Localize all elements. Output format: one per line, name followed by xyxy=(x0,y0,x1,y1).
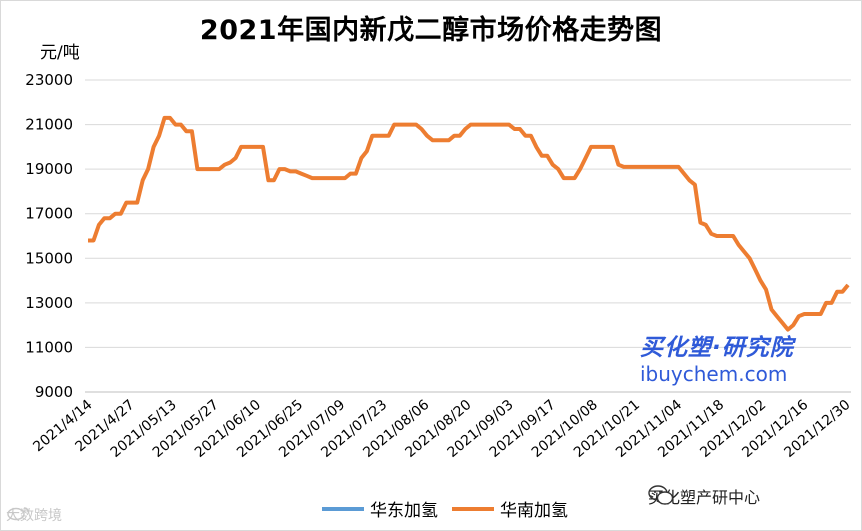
watermark-brand: 买化塑·研究院 xyxy=(640,335,794,361)
wechat-icon xyxy=(648,485,674,505)
weibo-source-label: 大数跨境 xyxy=(6,508,62,524)
legend-swatch-series-1 xyxy=(322,506,364,511)
chart-title: 2021年国内新戊二醇市场价格走势图 xyxy=(199,15,663,46)
wechat-source: 买化塑产研中心 xyxy=(648,484,760,508)
legend-item-series-1: 华东加氢 xyxy=(322,496,438,521)
weibo-source: 大数跨境 xyxy=(6,505,62,525)
legend-item-series-2: 华南加氢 xyxy=(452,496,568,521)
legend-label-series-1: 华东加氢 xyxy=(370,501,438,521)
y-axis-label: 元/吨 xyxy=(40,43,80,63)
y-tick-label: 13000 xyxy=(25,294,73,312)
series-line-1 xyxy=(88,116,850,332)
legend: 华东加氢 华南加氢 xyxy=(322,496,582,521)
y-tick-labels: 9000 11000 13000 15000 17000 19000 21000 23000 xyxy=(25,71,73,401)
legend-swatch-series-2 xyxy=(452,506,494,511)
y-tick-label: 11000 xyxy=(25,338,73,356)
series-lines xyxy=(88,115,850,332)
y-tick-label: 15000 xyxy=(25,249,73,267)
y-tick-label: 19000 xyxy=(25,160,73,178)
x-tick-labels: 2021/4/142021/4/272021/05/132021/05/2720… xyxy=(30,397,853,461)
y-tick-label: 23000 xyxy=(25,71,73,89)
y-tick-label: 21000 xyxy=(25,116,73,134)
watermark-url: ibuychem.com xyxy=(640,362,788,386)
y-tick-label: 17000 xyxy=(25,205,73,223)
weibo-icon xyxy=(7,507,29,521)
legend-label-series-2: 华南加氢 xyxy=(500,501,568,521)
wechat-source-label: 买化塑产研中心 xyxy=(648,488,761,507)
series-line-2 xyxy=(88,115,850,332)
y-tick-label: 9000 xyxy=(35,383,73,401)
